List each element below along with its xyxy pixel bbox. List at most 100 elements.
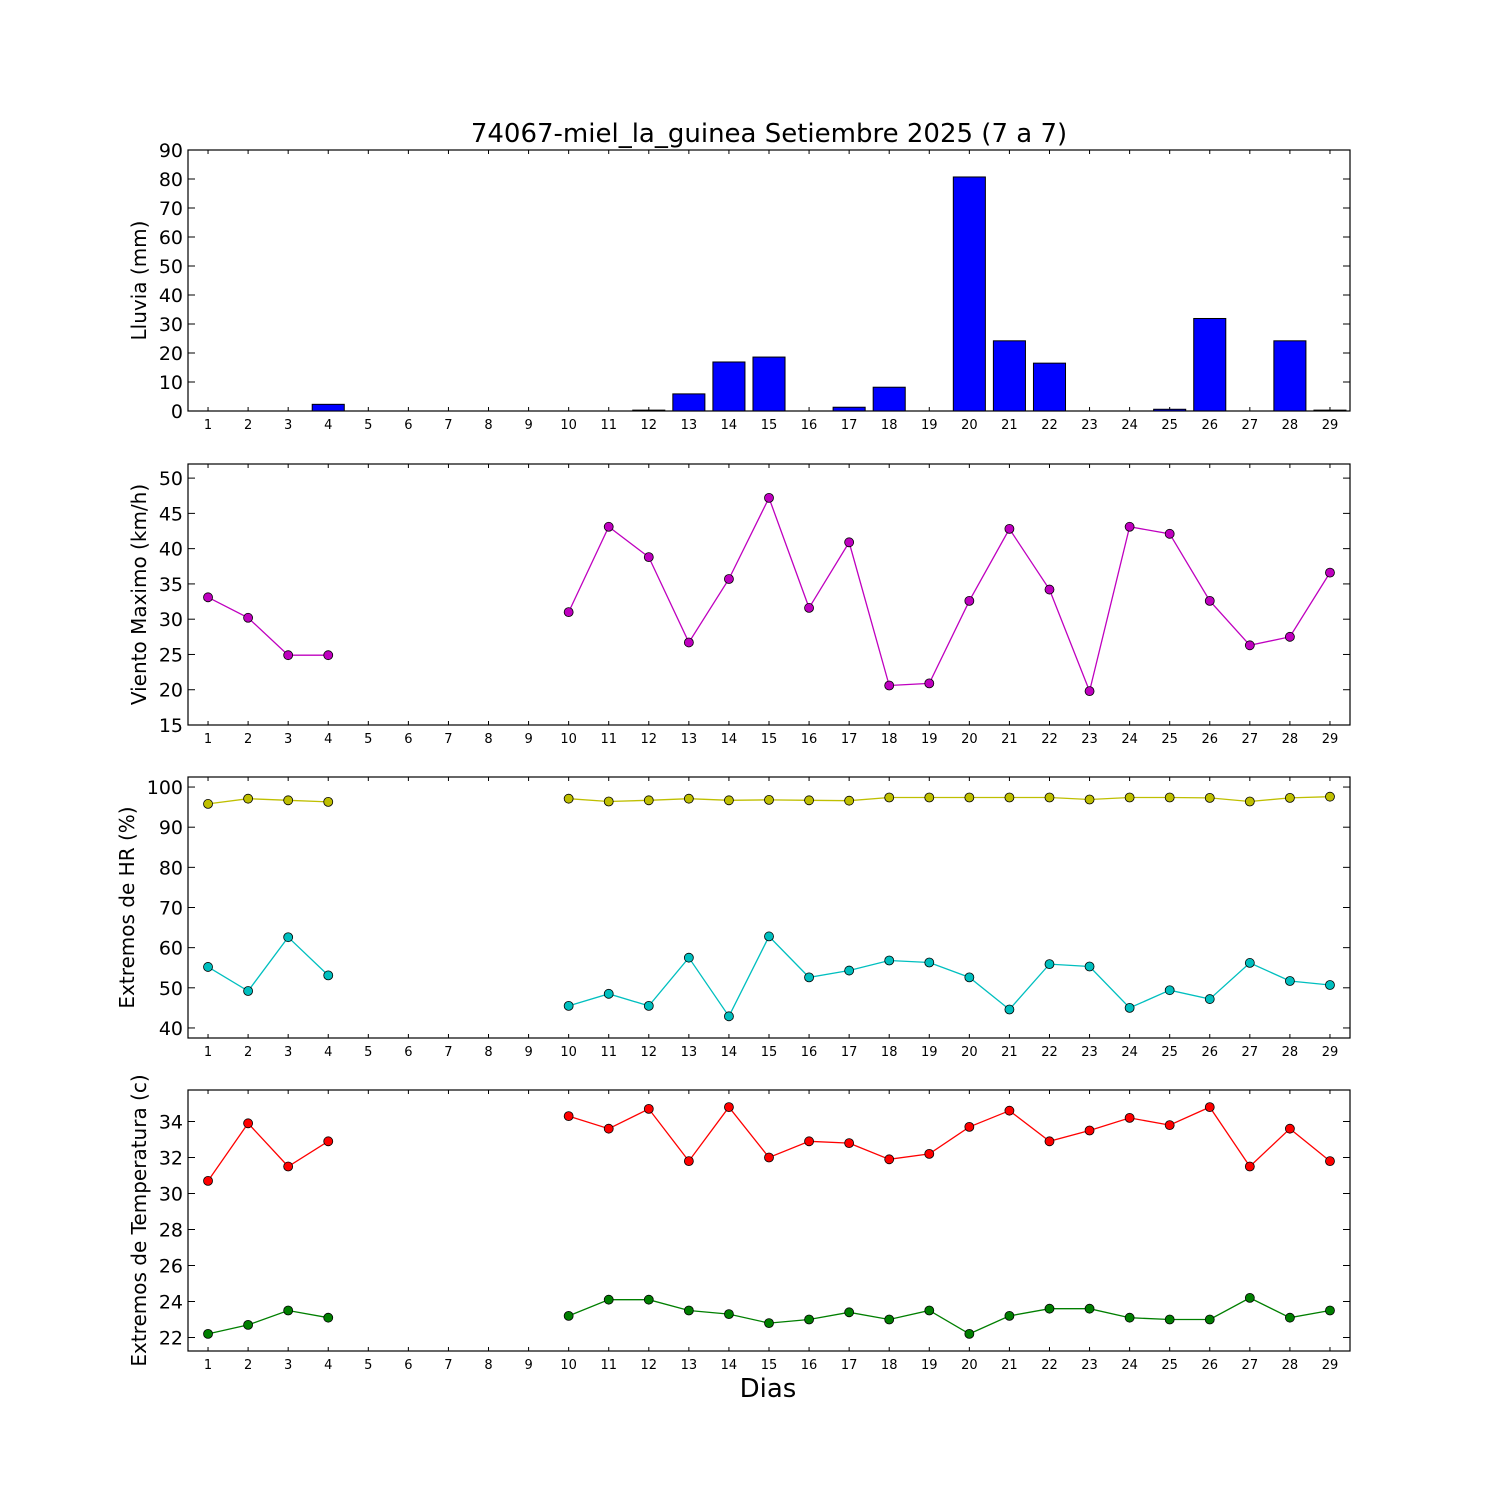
temperatura-ytick-label: 24 [159, 1292, 183, 1314]
hr-ytick-label: 80 [159, 857, 183, 879]
viento-xtick-label: 5 [364, 732, 372, 747]
hr-ytick-label: 60 [159, 938, 183, 960]
temperatura-xtick-label: 3 [284, 1358, 292, 1373]
temperatura-series-0-point-day-10 [563, 1111, 574, 1121]
lluvia-xtick-label: 9 [524, 418, 532, 433]
hr-ytick-label: 50 [159, 978, 183, 1000]
lluvia-ytick-label: 90 [159, 140, 183, 162]
temperatura-xtick-label: 10 [560, 1358, 577, 1373]
lluvia-y-axis-label: Lluvia (mm) [127, 221, 151, 341]
hr-xtick-label: 17 [841, 1045, 858, 1060]
hr-xtick-label: 13 [681, 1045, 698, 1060]
hr-xtick-label: 16 [801, 1045, 818, 1060]
lluvia-bar-day-18 [872, 386, 906, 412]
hr-series-1-point-day-16 [804, 972, 814, 983]
lluvia-xtick-label: 18 [881, 418, 898, 433]
hr-series-1-point-day-22 [1044, 959, 1055, 970]
hr-series-0-point-day-14 [724, 795, 734, 806]
temperatura-series-0-point-day-19 [924, 1149, 935, 1159]
hr-series-0-point-day-24 [1124, 792, 1135, 803]
hr-xtick-label: 28 [1282, 1045, 1299, 1060]
viento-ytick-label: 20 [159, 680, 183, 702]
viento-series-0-point-day-12 [643, 552, 654, 563]
hr-series-0-point-day-12 [643, 795, 654, 806]
viento-series-0-point-day-19 [924, 678, 935, 689]
viento-series-0-point-day-17 [844, 537, 855, 548]
temperatura-y-axis-label: Extremos de Temperatura (c) [127, 1074, 151, 1366]
viento-series-0-point-day-4 [323, 650, 334, 661]
hr-xtick-label: 22 [1041, 1045, 1058, 1060]
viento-series-0-point-day-20 [964, 595, 975, 606]
temperatura-series-1-point-day-2 [243, 1320, 254, 1330]
hr-xtick-label: 23 [1081, 1045, 1098, 1060]
lluvia-ytick-label: 80 [159, 169, 183, 191]
lluvia-xtick-label: 1 [204, 418, 212, 433]
viento-xtick-label: 12 [641, 732, 658, 747]
temperatura-series-0-point-day-25 [1164, 1120, 1175, 1130]
temperatura-series-0-point-day-20 [964, 1122, 975, 1132]
hr-xtick-label: 29 [1322, 1045, 1339, 1060]
lluvia-xtick-label: 3 [284, 418, 292, 433]
hr-xtick-label: 5 [364, 1045, 372, 1060]
temperatura-series-1-point-day-13 [683, 1305, 694, 1316]
viento-series-0-point-day-3 [283, 650, 294, 661]
viento-series-0-point-day-2 [243, 612, 254, 623]
viento-xtick-label: 13 [681, 732, 698, 747]
lluvia-ytick-label: 30 [159, 314, 183, 336]
temperatura-series-0-point-day-3 [283, 1161, 294, 1172]
temperatura-series-1-point-day-4 [323, 1312, 334, 1323]
temperatura-xtick-label: 23 [1081, 1358, 1098, 1373]
lluvia-xtick-label: 15 [761, 418, 778, 433]
viento-ytick-label: 25 [159, 644, 183, 666]
hr-series-1-point-day-27 [1244, 958, 1255, 968]
temperatura-xtick-label: 20 [961, 1358, 978, 1373]
viento-xtick-label: 26 [1201, 732, 1218, 747]
hr-xtick-label: 18 [881, 1045, 898, 1060]
hr-series-1-point-day-12 [643, 1000, 654, 1011]
hr-xtick-label: 6 [404, 1045, 412, 1060]
hr-series-0-point-day-20 [964, 792, 975, 803]
hr-series-1-point-day-26 [1204, 994, 1215, 1004]
lluvia-ytick-label: 50 [159, 256, 183, 278]
lluvia-xtick-label: 19 [921, 418, 938, 433]
lluvia-xtick-label: 26 [1201, 418, 1218, 433]
hr-xtick-label: 10 [560, 1045, 577, 1060]
temperatura-series-0-point-day-11 [603, 1123, 614, 1134]
hr-series-0-point-day-3 [283, 795, 294, 806]
temperatura-xtick-label: 16 [801, 1358, 818, 1373]
lluvia-ytick-label: 10 [159, 372, 183, 394]
lluvia-xtick-label: 27 [1242, 418, 1259, 433]
hr-xtick-label: 19 [921, 1045, 938, 1060]
temperatura-xtick-label: 9 [524, 1358, 532, 1373]
temperatura-series-1-point-day-24 [1124, 1312, 1135, 1323]
temperatura-xtick-label: 25 [1161, 1358, 1178, 1373]
viento-series-0-point-day-10 [563, 607, 574, 618]
temperatura-series-0-point-day-14 [724, 1102, 734, 1112]
viento-xtick-label: 22 [1041, 732, 1058, 747]
lluvia-xtick-label: 12 [641, 418, 658, 433]
hr-series-0-point-day-29 [1325, 791, 1335, 802]
lluvia-xtick-label: 5 [364, 418, 372, 433]
hr-series-0-point-day-17 [844, 795, 855, 806]
hr-xtick-label: 11 [600, 1045, 617, 1060]
hr-xtick-label: 9 [524, 1045, 532, 1060]
viento-series-0-point-day-15 [764, 492, 774, 503]
hr-series-1-point-day-25 [1164, 985, 1175, 996]
temperatura-xtick-label: 14 [721, 1358, 738, 1373]
viento-xtick-label: 21 [1001, 732, 1018, 747]
viento-series-0-point-day-16 [804, 603, 814, 613]
temperatura-ytick-label: 32 [159, 1148, 183, 1170]
lluvia-xtick-label: 20 [961, 418, 978, 433]
temperatura-series-1-point-day-15 [764, 1318, 774, 1328]
hr-series-0-point-day-15 [764, 794, 774, 805]
viento-series-0-point-day-18 [884, 680, 895, 691]
hr-xtick-label: 2 [244, 1045, 252, 1060]
hr-series-1-line-1 [568, 935, 1331, 1018]
lluvia-ytick-label: 20 [159, 343, 183, 365]
temperatura-ytick-label: 22 [159, 1328, 183, 1350]
lluvia-xtick-label: 2 [244, 418, 252, 433]
temperatura-series-0-point-day-27 [1244, 1161, 1255, 1172]
viento-xtick-label: 14 [721, 732, 738, 747]
viento-xtick-label: 17 [841, 732, 858, 747]
